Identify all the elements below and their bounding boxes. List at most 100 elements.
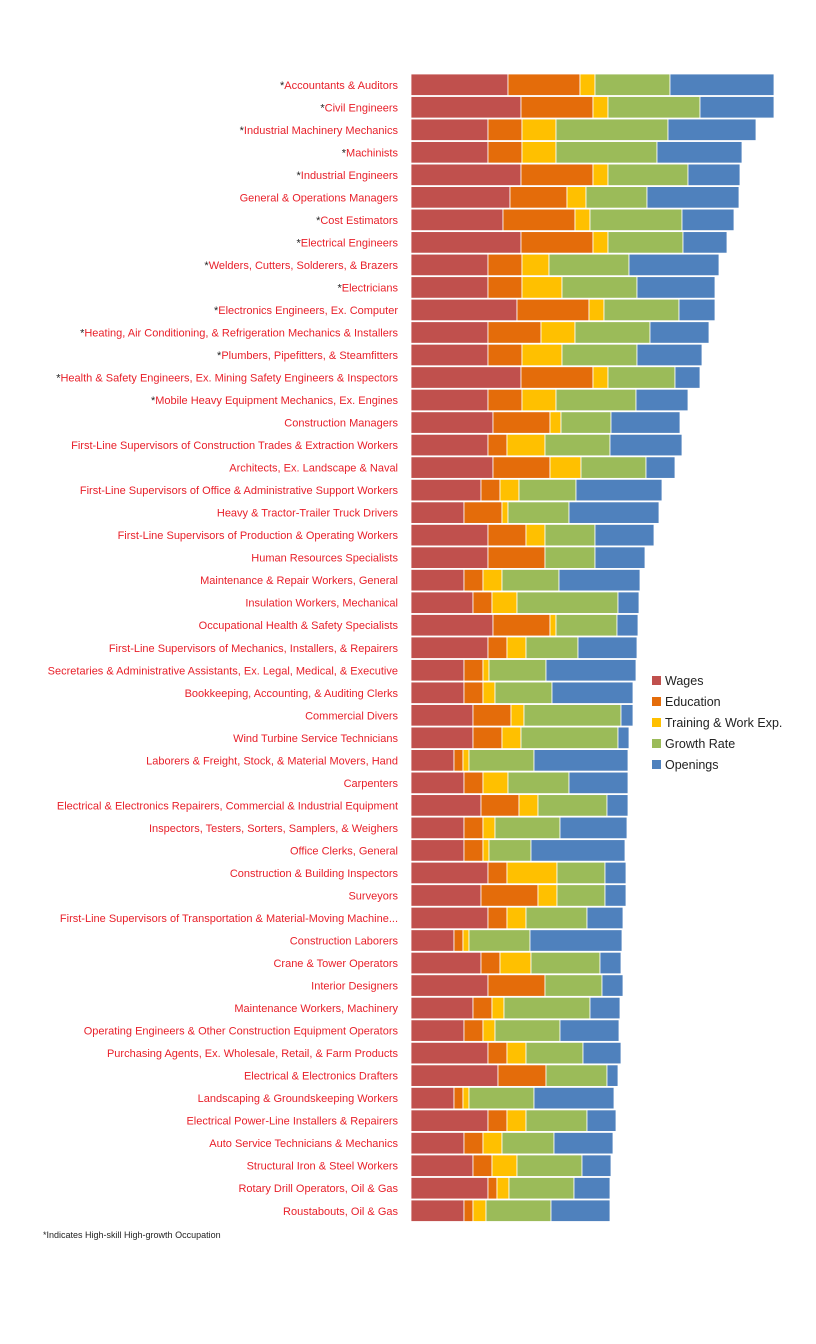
- bar-wages-26: [410, 659, 465, 682]
- legend-label-1: Education: [665, 695, 721, 709]
- bar-growth-rate-31: [507, 771, 570, 795]
- bar-training-work-exp-48: [491, 1154, 518, 1177]
- bar-openings-33: [559, 816, 628, 840]
- bar-wages-36: [410, 884, 482, 907]
- bar-wages-22: [410, 569, 465, 592]
- category-name: Occupational Health & Safety Specialists: [199, 620, 399, 632]
- bar-education-50: [463, 1199, 474, 1222]
- category-name: Interior Designers: [311, 981, 398, 993]
- bar-growth-rate-36: [556, 884, 606, 907]
- bar-wages-38: [410, 929, 455, 952]
- bars-layer: [410, 73, 775, 1222]
- category-label-29: Wind Turbine Service Technicians: [233, 733, 398, 745]
- bar-training-work-exp-17: [549, 456, 582, 479]
- bar-training-work-exp-8: [521, 253, 550, 277]
- category-name: Machinists: [346, 147, 398, 159]
- bar-wages-45: [410, 1087, 455, 1110]
- category-label-21: Human Resources Specialists: [251, 553, 398, 565]
- bar-openings-21: [594, 546, 646, 569]
- category-name: Electrical Power-Line Installers & Repai…: [186, 1116, 398, 1128]
- bar-wages-29: [410, 726, 474, 749]
- bar-education-9: [487, 276, 523, 299]
- category-label-27: Bookkeeping, Accounting, & Auditing Cler…: [185, 688, 399, 700]
- bar-wages-39: [410, 951, 482, 975]
- bar-wages-50: [410, 1199, 465, 1222]
- bar-growth-rate-45: [468, 1087, 535, 1110]
- category-name: Roustabouts, Oil & Gas: [283, 1206, 398, 1218]
- category-name: Heavy & Tractor-Trailer Truck Drivers: [217, 508, 399, 520]
- bar-growth-rate-26: [488, 659, 547, 682]
- bar-training-work-exp-25: [506, 636, 527, 659]
- bar-training-work-exp-31: [482, 771, 509, 795]
- bar-openings-14: [635, 388, 689, 412]
- category-label-31: Carpenters: [344, 778, 399, 790]
- legend-label-3: Growth Rate: [665, 737, 735, 751]
- bar-wages-16: [410, 433, 489, 457]
- bar-training-work-exp-5: [566, 186, 587, 209]
- category-name: Surveyors: [348, 890, 398, 902]
- bar-training-work-exp-50: [472, 1199, 487, 1222]
- bar-education-24: [492, 614, 551, 637]
- bar-education-32: [480, 794, 520, 817]
- bar-education-45: [453, 1087, 464, 1110]
- bar-openings-32: [606, 794, 629, 817]
- category-label-6: *Cost Estimators: [316, 215, 398, 227]
- bar-growth-rate-47: [501, 1132, 555, 1155]
- bar-openings-41: [589, 996, 621, 1020]
- bar-growth-rate-42: [494, 1019, 561, 1042]
- bar-growth-rate-15: [560, 411, 612, 434]
- bar-education-41: [472, 996, 493, 1020]
- legend-label-2: Training & Work Exp.: [665, 716, 782, 730]
- bar-wages-6: [410, 208, 504, 232]
- bar-wages-9: [410, 276, 489, 299]
- category-name: Insulation Workers, Mechanical: [245, 598, 398, 610]
- bar-wages-49: [410, 1177, 489, 1200]
- category-label-7: *Electrical Engineers: [297, 237, 399, 249]
- bar-openings-10: [678, 298, 716, 322]
- category-label-42: Operating Engineers & Other Construction…: [84, 1026, 399, 1038]
- bar-wages-40: [410, 974, 489, 997]
- legend-swatch-2: [652, 718, 661, 727]
- bar-openings-0: [669, 73, 775, 96]
- bar-wages-23: [410, 591, 474, 614]
- bar-education-0: [507, 73, 581, 96]
- bar-training-work-exp-39: [499, 951, 532, 975]
- bar-wages-35: [410, 861, 489, 885]
- bar-training-work-exp-10: [588, 298, 605, 322]
- bar-wages-8: [410, 253, 489, 277]
- bar-openings-11: [649, 321, 710, 344]
- bar-education-43: [487, 1041, 508, 1065]
- bar-growth-rate-34: [488, 839, 532, 862]
- category-label-15: Construction Managers: [284, 418, 398, 430]
- bar-growth-rate-40: [544, 974, 603, 997]
- high-skill-mark: *: [217, 350, 222, 362]
- bar-openings-7: [682, 231, 728, 254]
- bar-education-4: [520, 163, 594, 186]
- bar-openings-16: [609, 433, 683, 457]
- bar-education-21: [487, 546, 546, 569]
- category-label-2: *Industrial Machinery Mechanics: [240, 125, 399, 137]
- category-label-46: Electrical Power-Line Installers & Repai…: [186, 1116, 398, 1128]
- category-name: Industrial Machinery Mechanics: [244, 125, 399, 137]
- bar-wages-20: [410, 524, 489, 547]
- bar-wages-10: [410, 298, 518, 322]
- category-label-0: *Accountants & Auditors: [280, 80, 399, 92]
- bar-wages-4: [410, 163, 522, 186]
- bar-education-13: [520, 366, 594, 389]
- bar-training-work-exp-34: [482, 839, 490, 862]
- category-label-38: Construction Laborers: [290, 936, 399, 948]
- bar-education-2: [487, 118, 523, 141]
- category-label-44: Electrical & Electronics Drafters: [244, 1071, 399, 1083]
- bar-openings-35: [604, 861, 627, 885]
- bar-education-22: [463, 569, 484, 592]
- bar-training-work-exp-33: [482, 816, 496, 840]
- bar-education-6: [502, 208, 576, 232]
- bar-training-work-exp-14: [521, 388, 557, 412]
- bar-growth-rate-48: [516, 1154, 583, 1177]
- bar-openings-23: [617, 591, 640, 614]
- bar-education-8: [487, 253, 523, 277]
- bar-openings-8: [628, 253, 720, 277]
- bar-openings-13: [674, 366, 701, 389]
- category-label-37: First-Line Supervisors of Transportation…: [60, 913, 398, 925]
- bar-growth-rate-13: [607, 366, 676, 389]
